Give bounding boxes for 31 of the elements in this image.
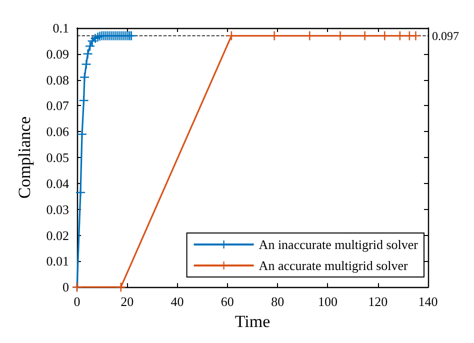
y-axis-title: Compliance <box>15 116 34 199</box>
y-tick-label: 0.01 <box>46 254 69 269</box>
y-tick-label: 0.09 <box>46 46 69 62</box>
point <box>80 72 90 82</box>
x-tick-label: 0 <box>74 294 80 310</box>
x-tick-label: 80 <box>271 294 284 310</box>
x-tick-label: 20 <box>120 294 134 310</box>
point <box>86 42 95 51</box>
y-tick-label: 0 <box>62 280 69 295</box>
y-tick-label: 0.03 <box>46 202 69 217</box>
legend-label: An inaccurate multigrid solver <box>258 237 419 252</box>
y-tick-label: 0.04 <box>46 176 70 191</box>
x-tick-label: 100 <box>318 294 338 310</box>
x-tick-label: 60 <box>220 294 234 310</box>
y-tick-label: 0.1 <box>52 20 69 36</box>
point <box>83 49 92 58</box>
y-tick-label: 0.05 <box>46 150 69 166</box>
point <box>116 282 126 292</box>
y-tick-label: 0.06 <box>46 124 70 140</box>
point <box>78 130 87 139</box>
x-tick-label: 140 <box>418 294 438 310</box>
x-axis-title: Time <box>234 312 270 331</box>
x-tick-label: 40 <box>170 294 184 310</box>
x-tick-label: 120 <box>368 294 388 310</box>
y-tick-label: 0.08 <box>46 72 69 88</box>
legend-label: An accurate multigrid solver <box>258 258 409 273</box>
y-tick-label: 0.02 <box>46 228 69 243</box>
y-tick-label: 0.07 <box>46 98 70 114</box>
point <box>82 60 91 69</box>
point <box>79 96 88 106</box>
ref-line-label: 0.097 <box>432 28 459 43</box>
